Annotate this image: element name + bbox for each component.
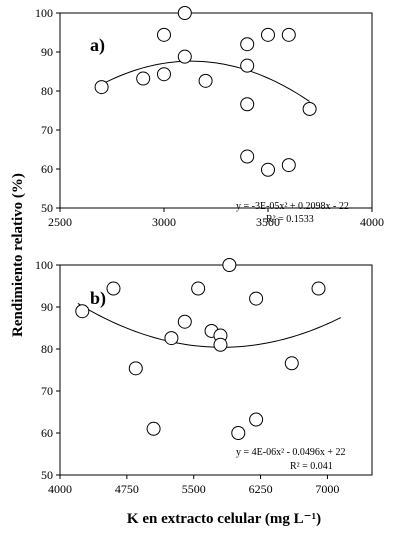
panel-a-data-point (261, 162, 275, 177)
panel-b-y-tick-label: 100 (35, 258, 53, 272)
panel-a-data-point (198, 73, 213, 88)
panel-a-x-tick-label: 3000 (152, 215, 176, 229)
panel-a-y-tick-label: 50 (41, 201, 53, 215)
panel-a-data-point (261, 27, 275, 42)
panel-b-y-tick-label: 80 (41, 342, 53, 356)
panel-b-y-tick-label: 60 (41, 426, 53, 440)
panel-b-data-point (222, 258, 237, 272)
panel-a-data-point (240, 149, 255, 164)
panel-b-data-point (231, 426, 246, 440)
panel-a-data-point (240, 97, 255, 112)
panel-a-data-point (94, 80, 109, 95)
panel-b-data-point (128, 361, 143, 376)
panel-b-y-tick-label: 50 (41, 468, 53, 482)
panel-b-x-tick-label: 6250 (249, 482, 273, 496)
panel-a-x-tick-label: 2500 (48, 215, 72, 229)
panel-a-y-tick-label: 80 (41, 84, 53, 98)
panel-b-r2: R² = 0.041 (290, 461, 333, 472)
panel-b-data-point (191, 281, 206, 296)
panel-b-data-point (311, 281, 326, 296)
x-axis-label: K en extracto celular (mg L⁻¹) (127, 511, 321, 527)
panel-a-data-point (157, 27, 171, 42)
panel-b-x-tick-label: 4000 (48, 482, 72, 496)
panel-b-plot-frame (59, 264, 373, 476)
panel-b-data-point (106, 281, 121, 296)
panel-a-x-tick-label: 3500 (256, 215, 280, 229)
panel-a-data-point (302, 101, 317, 116)
panel-a-data-point (177, 49, 192, 64)
panel-b-data-point (249, 412, 264, 427)
panel-a-r2: R² = 0.1533 (266, 214, 314, 225)
panel-a-data-point (240, 58, 255, 73)
y-axis-label: Rendimiento relativo (%) (10, 173, 26, 337)
panel-b-x-tick-label: 5500 (182, 482, 206, 496)
panel-b-data-point (164, 331, 179, 346)
panel-b-x-tick-label: 7000 (315, 482, 339, 496)
panel-a-x-tick-label: 4000 (360, 215, 384, 229)
panel-b-data-point (146, 421, 161, 436)
panel-b-y-tick-label: 90 (41, 300, 53, 314)
panel-a-data-point (177, 6, 192, 20)
panel-a-y-tick-label: 100 (35, 6, 53, 20)
panel-a-data-point (157, 67, 171, 82)
panel-b-data-point (249, 291, 264, 306)
panel-a-data-point (240, 37, 255, 52)
panel-a-y-tick-label: 60 (41, 162, 53, 176)
panel-b-label: b) (90, 288, 106, 309)
panel-b-data-point (177, 314, 192, 329)
panel-b-equation: y = 4E-06x² - 0.0496x + 22 (236, 447, 346, 458)
panel-b-x-tick-label: 4750 (115, 482, 139, 496)
panel-b-data-point (284, 356, 299, 371)
panel-b-trendline (77, 303, 342, 348)
panel-b-data-point (75, 304, 90, 319)
panel-a-label: a) (90, 35, 105, 56)
panel-a-y-tick-label: 90 (41, 45, 53, 59)
panel-a-plot-frame (59, 12, 373, 209)
panel-a-equation: y = -3E-05x² + 0.2098x - 22 (236, 201, 349, 212)
panel-a-y-tick-label: 70 (41, 123, 53, 137)
panel-b-y-tick-label: 70 (41, 384, 53, 398)
panel-a-trendline (101, 60, 310, 102)
panel-b-data-point (213, 337, 228, 352)
panel-a-data-point (136, 71, 151, 86)
panel-a-chart: a) y = -3E-05x² + 0.2098x - 22 R² = 0.15… (35, 6, 384, 229)
panel-b-chart: b) y = 4E-06x² - 0.0496x + 22 R² = 0.041… (35, 258, 373, 527)
panel-a-data-point (281, 158, 296, 173)
panel-a-data-point (281, 27, 296, 42)
